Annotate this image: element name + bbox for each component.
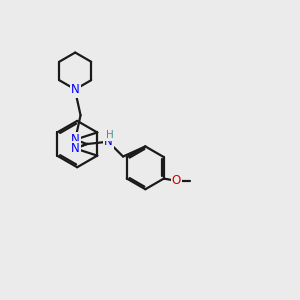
Text: N: N — [104, 135, 112, 148]
Text: N: N — [71, 142, 80, 155]
Text: N: N — [71, 84, 80, 98]
Text: N: N — [71, 133, 80, 146]
Text: N: N — [71, 83, 80, 96]
Text: H: H — [106, 130, 114, 140]
Text: O: O — [172, 174, 181, 188]
